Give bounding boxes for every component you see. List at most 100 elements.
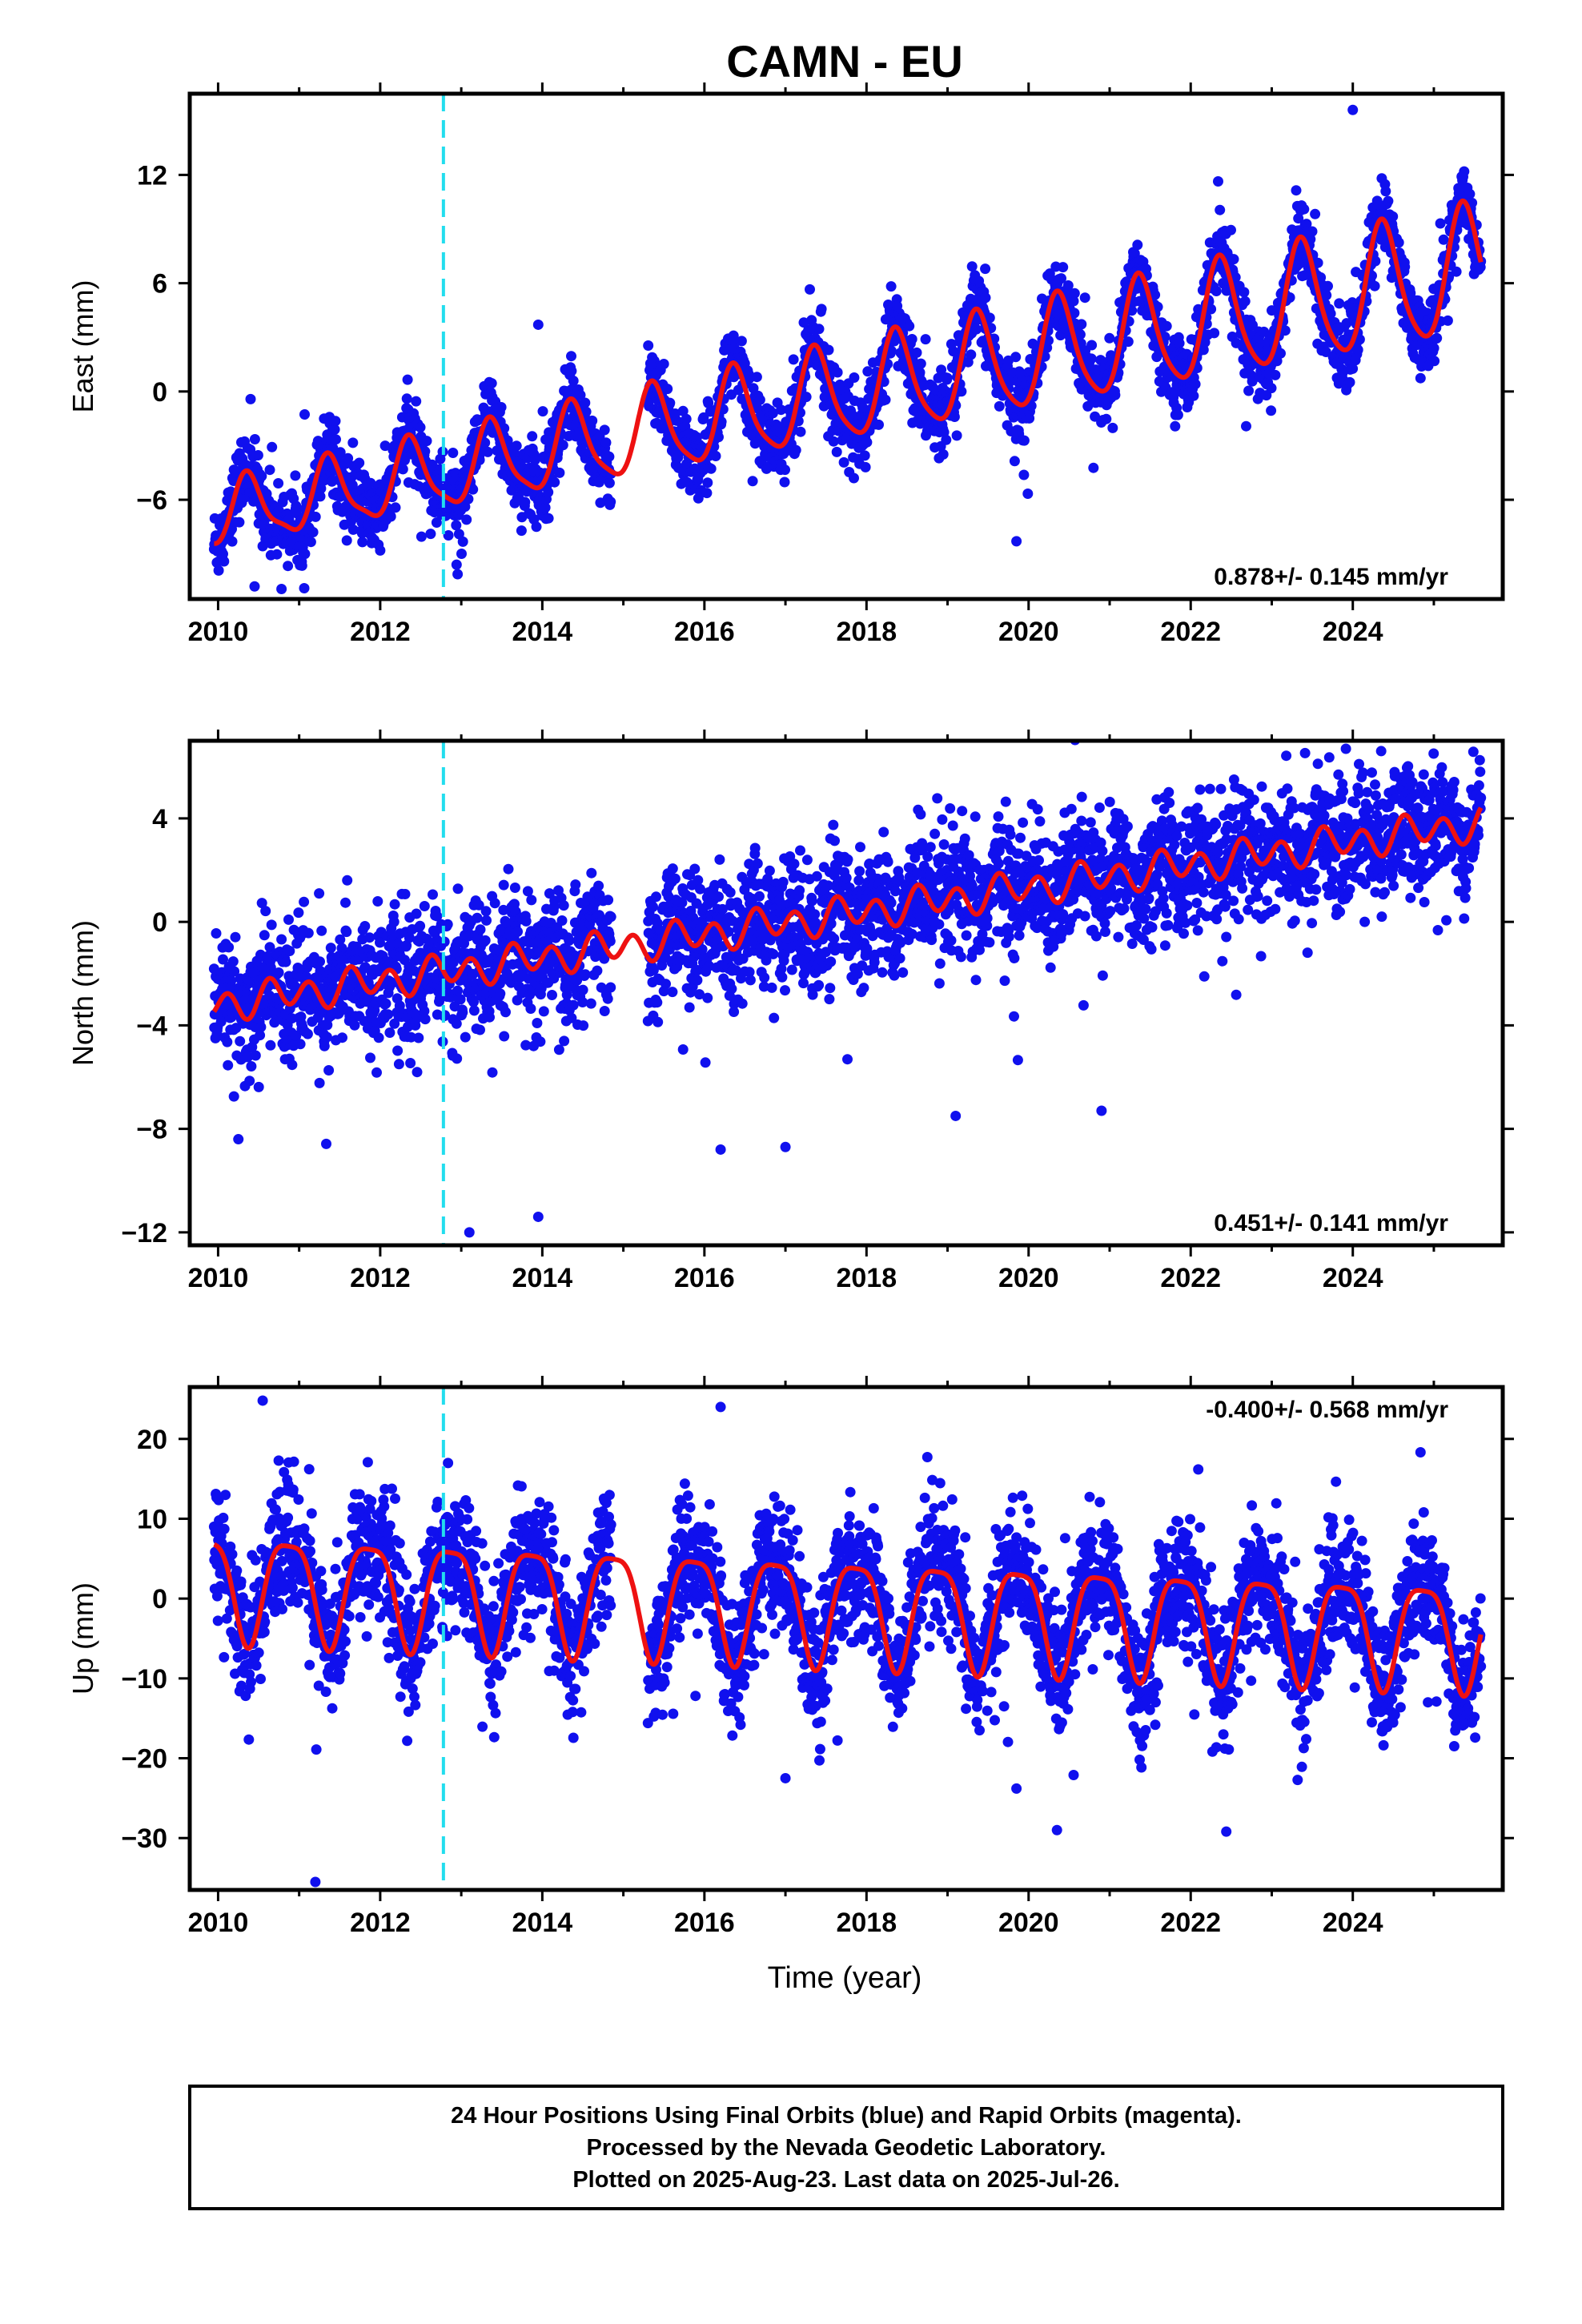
data-point <box>293 907 304 919</box>
y-tick-label: 6 <box>152 269 167 300</box>
data-point <box>337 1032 347 1043</box>
data-point <box>527 431 538 442</box>
data-point <box>749 842 761 854</box>
data-point <box>1228 254 1239 265</box>
data-point <box>228 1091 239 1102</box>
data-point <box>566 365 577 376</box>
data-point <box>1266 383 1277 394</box>
data-point <box>372 896 383 907</box>
data-point <box>323 1065 335 1076</box>
data-point <box>526 895 537 906</box>
data-point <box>1104 332 1115 344</box>
data-point <box>1299 203 1310 215</box>
x-tick-label: 2024 <box>1323 617 1383 647</box>
x-tick-label: 2012 <box>350 617 411 647</box>
data-point <box>713 432 724 443</box>
data-point <box>341 927 352 938</box>
data-point <box>299 549 311 560</box>
data-point <box>1239 296 1251 307</box>
data-point <box>1079 292 1090 304</box>
data-point <box>215 1016 227 1027</box>
panel-2: 2010 2012 2014 2016 2018 2020 2022 2024−12−8−40… <box>66 730 1514 1293</box>
data-point <box>371 1067 382 1078</box>
data-point <box>745 975 756 986</box>
data-point <box>359 921 371 931</box>
data-point <box>227 536 238 547</box>
data-point <box>736 336 747 347</box>
panels: 2010 2012 2014 2016 2018 2020 2022 2024−60612Ea… <box>66 82 1514 1938</box>
data-point <box>271 549 283 560</box>
data-point <box>1226 224 1236 235</box>
data-point <box>549 476 560 488</box>
data-point <box>252 450 263 460</box>
data-point <box>1213 176 1223 187</box>
data-point <box>1076 319 1087 330</box>
data-point <box>535 1036 546 1047</box>
data-point <box>310 511 321 522</box>
plot-area <box>208 104 1487 594</box>
data-point <box>321 1031 332 1043</box>
data-point <box>1321 290 1332 301</box>
data-point <box>1174 338 1185 349</box>
data-point <box>605 911 616 923</box>
data-point <box>487 1067 498 1078</box>
data-point <box>1310 208 1321 219</box>
data-point <box>347 480 358 491</box>
data-point <box>1069 287 1080 299</box>
data-point <box>244 1076 255 1087</box>
plot-area <box>208 741 1487 1238</box>
data-point <box>1334 298 1345 309</box>
data-point <box>1239 287 1250 298</box>
data-point <box>468 484 479 495</box>
data-point <box>580 406 592 417</box>
y-tick-label: 0 <box>152 377 167 408</box>
data-point <box>1270 369 1281 380</box>
data-point <box>230 931 241 943</box>
data-point <box>343 452 354 464</box>
data-point <box>744 373 755 384</box>
data-point <box>1323 280 1333 292</box>
data-point <box>885 281 897 292</box>
data-point <box>496 402 507 412</box>
data-point <box>980 263 991 275</box>
data-point <box>267 441 278 452</box>
data-point <box>499 1031 510 1042</box>
data-point <box>776 404 787 416</box>
data-point <box>658 359 669 369</box>
data-point <box>388 916 400 927</box>
data-point <box>693 875 704 886</box>
data-point <box>1132 239 1143 251</box>
data-point <box>737 998 748 1009</box>
data-point <box>942 372 953 384</box>
data-point <box>1435 218 1446 229</box>
data-point <box>415 422 426 433</box>
data-point <box>751 372 762 383</box>
data-point <box>1429 356 1440 367</box>
data-point <box>1018 435 1030 446</box>
data-point <box>543 487 554 498</box>
data-point <box>1428 343 1439 354</box>
data-point <box>1344 376 1355 388</box>
data-point <box>529 454 540 465</box>
data-point <box>714 854 725 865</box>
data-point <box>516 525 527 537</box>
data-point <box>860 461 871 472</box>
data-point <box>728 330 739 341</box>
data-point <box>1369 280 1380 292</box>
data-point <box>556 915 568 926</box>
data-point <box>249 434 260 444</box>
data-point <box>415 920 426 931</box>
data-point <box>726 983 737 995</box>
data-points <box>208 741 1487 1238</box>
data-point <box>790 444 801 456</box>
data-point <box>1188 390 1199 401</box>
data-point <box>511 440 522 452</box>
data-point <box>575 389 586 400</box>
data-point <box>520 497 531 508</box>
data-point <box>373 1032 384 1043</box>
data-point <box>299 896 310 907</box>
data-point <box>472 912 483 923</box>
data-point <box>296 560 307 571</box>
data-point <box>1009 456 1020 467</box>
